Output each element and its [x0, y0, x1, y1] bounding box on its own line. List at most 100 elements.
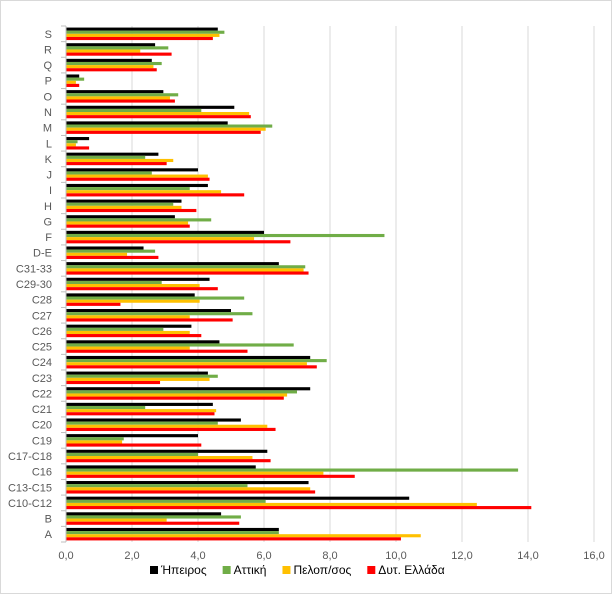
bar	[66, 237, 255, 241]
bar	[66, 221, 189, 225]
bar	[66, 424, 268, 428]
x-tick-label: 12,0	[451, 550, 472, 562]
category-label: D-E	[33, 248, 52, 260]
bar	[66, 443, 202, 447]
bar	[66, 158, 174, 163]
category-label: C28	[32, 295, 52, 307]
category-label: P	[45, 76, 52, 88]
bar	[66, 140, 78, 144]
legend-label: Ήπειρος	[160, 563, 207, 577]
bar	[66, 83, 80, 87]
x-tick-label: 6,0	[256, 550, 271, 562]
bar	[66, 215, 175, 219]
legend-swatch	[367, 566, 376, 574]
category-label: C31-33	[16, 263, 52, 275]
bar	[66, 249, 156, 253]
bar	[66, 340, 220, 344]
bar	[66, 143, 76, 147]
bar	[66, 284, 200, 288]
bar	[66, 152, 159, 156]
bar	[66, 65, 154, 69]
bar	[66, 380, 161, 385]
bar	[66, 334, 202, 338]
category-label: C29-30	[16, 279, 52, 291]
bar	[66, 362, 307, 366]
bar	[66, 393, 288, 397]
category-label: C17-C18	[8, 451, 52, 463]
bar	[66, 349, 248, 353]
bar	[66, 299, 200, 303]
legend-swatch	[150, 566, 158, 574]
bar	[66, 487, 311, 491]
legend-swatch	[222, 566, 231, 574]
bar	[66, 387, 311, 391]
bar	[66, 224, 190, 228]
bar	[66, 80, 76, 84]
bar	[66, 115, 251, 119]
bar	[66, 199, 182, 203]
bar	[66, 130, 261, 134]
bar	[66, 377, 210, 381]
x-tick-label: 0,0	[58, 550, 73, 562]
bar	[66, 183, 208, 188]
bar	[66, 240, 291, 244]
bar	[66, 49, 141, 53]
category-label: I	[49, 185, 52, 197]
bar	[66, 515, 241, 519]
bar	[66, 246, 144, 250]
legend-label: Πελοπ/σος	[293, 563, 351, 577]
bar	[66, 537, 401, 541]
bar	[66, 96, 170, 100]
bar	[66, 218, 212, 222]
bar	[66, 309, 231, 313]
bar	[66, 52, 172, 56]
bar	[66, 58, 152, 62]
legend: Ήπειρος Αττική Πελοπ/σος Δυτ. Ελλάδα	[150, 563, 445, 577]
category-label: N	[44, 107, 52, 119]
legend-label: Αττική	[234, 563, 267, 577]
bar	[66, 456, 253, 460]
bar	[66, 171, 152, 175]
bar	[66, 277, 210, 281]
bar	[66, 287, 218, 291]
bar	[66, 93, 179, 97]
category-label: K	[45, 154, 53, 166]
x-tick-labels: 0,0 2,0 4,0 6,0 8,0 10,0 12,0 14,0 16,0	[58, 550, 604, 562]
legend-label: Δυτ. Ελλάδα	[378, 563, 444, 577]
bar	[66, 502, 477, 507]
bar	[66, 490, 316, 494]
bar	[66, 61, 162, 66]
bar	[66, 324, 192, 328]
bar	[66, 43, 156, 47]
bar	[66, 162, 167, 166]
category-label: C26	[32, 326, 52, 338]
bar	[66, 208, 197, 213]
bar	[66, 168, 198, 172]
bar	[66, 268, 304, 272]
bar	[66, 318, 233, 322]
bar	[66, 146, 90, 150]
bar	[66, 484, 248, 488]
bar	[66, 390, 297, 394]
bar	[66, 74, 80, 78]
bar	[66, 46, 169, 50]
bar	[66, 518, 167, 522]
category-label: C23	[32, 373, 52, 385]
bar	[66, 177, 210, 181]
bar	[66, 465, 256, 469]
category-label: O	[43, 91, 52, 103]
category-label: H	[44, 201, 52, 213]
bar	[66, 365, 317, 369]
bar	[66, 440, 123, 444]
bar	[66, 90, 164, 94]
bar	[66, 271, 309, 275]
bar	[66, 449, 268, 453]
bar	[66, 402, 213, 406]
category-label: C13-C15	[8, 482, 52, 494]
bar	[66, 27, 218, 31]
x-tick-label: 8,0	[322, 550, 337, 562]
bar	[66, 77, 85, 81]
bar	[66, 124, 273, 128]
